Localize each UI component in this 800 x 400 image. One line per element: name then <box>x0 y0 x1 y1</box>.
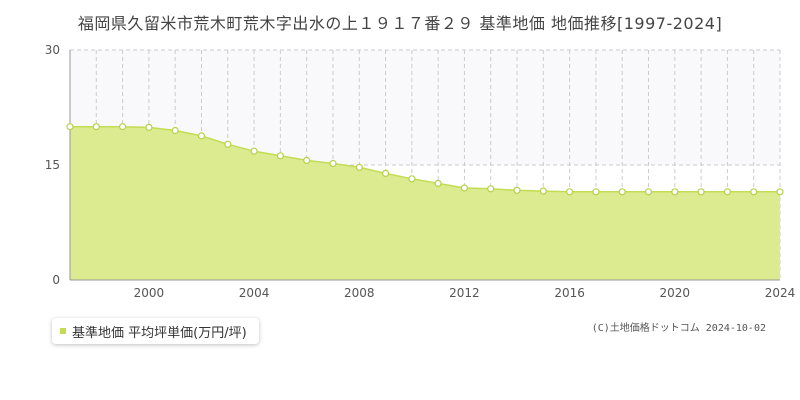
data-point <box>250 147 258 155</box>
data-point <box>171 126 179 135</box>
legend-label: 基準地価 平均坪単価(万円/坪) <box>72 325 247 341</box>
data-point <box>565 188 574 196</box>
data-point <box>276 152 284 160</box>
chart-title: 福岡県久留米市荒木町荒木字出水の上１９１７番２９ 基準地価 地価推移[1997-… <box>77 14 723 33</box>
data-point <box>408 175 416 183</box>
x-tick-label: 2012 <box>449 286 480 300</box>
data-point <box>671 188 679 196</box>
data-point <box>303 156 311 164</box>
data-point <box>776 188 784 196</box>
x-tick-label: 2020 <box>660 286 691 300</box>
data-point <box>224 140 232 148</box>
data-point <box>618 188 626 196</box>
data-point <box>644 188 653 196</box>
data-point <box>329 159 337 168</box>
data-point <box>513 186 521 194</box>
x-tick-label: 2008 <box>344 286 375 300</box>
y-tick-label: 15 <box>45 158 60 172</box>
data-point <box>460 184 468 192</box>
copyright-notice: (C)土地価格ドットコム 2024-10-02 <box>591 323 766 334</box>
data-point <box>723 188 732 196</box>
data-point <box>592 188 600 196</box>
data-point <box>539 187 547 195</box>
series-line <box>70 125 780 193</box>
data-point <box>750 188 758 196</box>
x-tick-label: 2004 <box>239 286 270 300</box>
data-point <box>434 179 442 187</box>
y-tick-label: 0 <box>52 273 60 287</box>
data-point <box>118 123 127 131</box>
x-tick-label: 2016 <box>554 286 585 300</box>
data-point <box>66 123 74 131</box>
data-point <box>697 188 705 196</box>
data-point <box>382 169 390 177</box>
data-point <box>145 123 153 132</box>
series-area <box>70 126 780 280</box>
x-tick-label: 2024 <box>765 286 796 300</box>
y-tick-label: 30 <box>45 43 60 57</box>
legend[interactable]: 基準地価 平均坪単価(万円/坪) <box>52 318 259 344</box>
data-point <box>355 163 363 171</box>
data-point <box>197 132 206 140</box>
data-point <box>92 123 100 131</box>
x-tick-label: 2000 <box>134 286 165 300</box>
data-point <box>487 185 495 193</box>
legend-swatch <box>60 328 66 334</box>
